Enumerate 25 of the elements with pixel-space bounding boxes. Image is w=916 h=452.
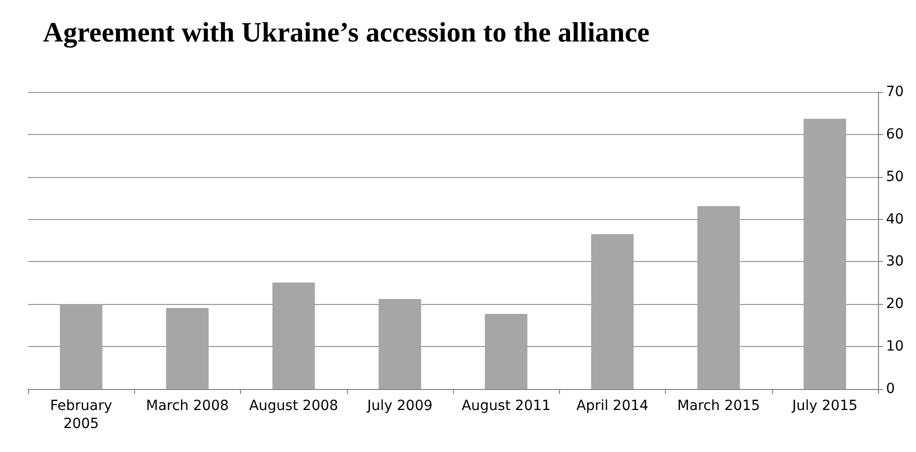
bar (60, 304, 102, 389)
bar (272, 282, 315, 389)
y-tick-label: 20 (886, 296, 904, 312)
bar (484, 314, 528, 389)
x-tick-label: March 2015 (677, 398, 760, 414)
y-tick-label: 10 (886, 338, 904, 355)
x-tick-label: August 2011 (462, 398, 551, 414)
x-tick-label: April 2014 (576, 398, 649, 414)
x-tick-label: March 2008 (146, 398, 229, 414)
y-tick-label: 70 (886, 84, 904, 100)
y-tick-label: 60 (886, 126, 904, 142)
bar (166, 308, 209, 389)
bar (804, 118, 846, 389)
y-tick-label: 0 (886, 381, 895, 397)
bar (378, 299, 422, 389)
bar (591, 234, 634, 389)
chart-title: Agreement with Ukraine’s accession to the alliance (43, 18, 650, 48)
x-tick-label: July 2009 (366, 398, 433, 414)
x-tick-label: February 2005 (50, 398, 112, 432)
y-tick-label: 30 (886, 254, 904, 270)
x-tick-label: August 2008 (249, 398, 338, 414)
y-tick-label: 40 (886, 211, 904, 228)
x-tick-label: July 2015 (791, 398, 858, 414)
y-tick-label: 50 (886, 168, 904, 185)
bar (697, 206, 740, 389)
